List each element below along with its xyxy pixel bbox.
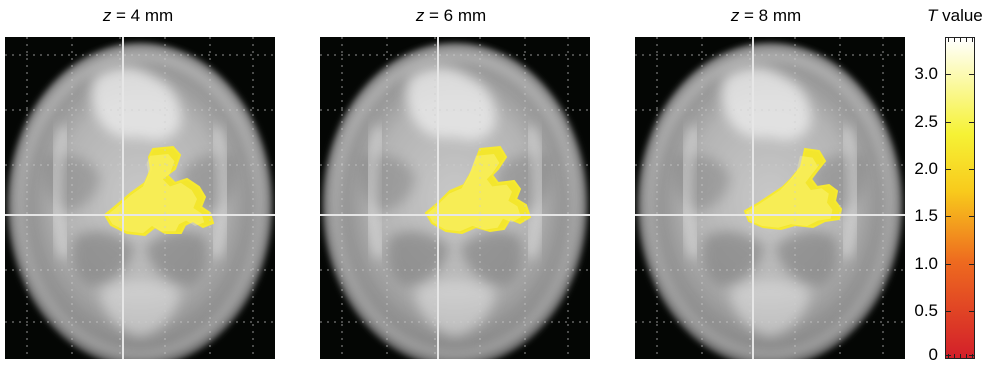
colorbar-tick-label: 1.5 (914, 206, 938, 225)
panel-title-3: z = 8 mm (711, 6, 821, 26)
panel-title-2-label: = 6 mm (424, 6, 487, 25)
colorbar-minor-tick (954, 354, 955, 359)
brain-slice-2 (320, 37, 590, 359)
colorbar-tick-left (945, 169, 951, 170)
brain-slice-image (635, 37, 905, 359)
colorbar-minor-tick (972, 354, 973, 359)
colorbar-tick-right (969, 74, 975, 75)
colorbar-minor-tick (966, 37, 967, 42)
brain-slice-image (5, 37, 275, 359)
colorbar-tick-left (945, 311, 951, 312)
brain-slice-1 (5, 37, 275, 359)
colorbar-tick-label: 1.0 (914, 254, 938, 273)
colorbar-minor-tick (954, 37, 955, 42)
colorbar-tick-label: 0.5 (914, 301, 938, 320)
colorbar-tick-label: 3.0 (914, 64, 938, 83)
colorbar-minor-tick (948, 354, 949, 359)
panel-title-2-variable: z (415, 6, 425, 25)
colorbar-minor-tick (972, 37, 973, 42)
colorbar-minor-tick (948, 37, 949, 42)
colorbar-variable: T (927, 6, 938, 25)
panel-title-3-label: = 8 mm (739, 6, 802, 25)
panel-title-2: z = 6 mm (396, 6, 506, 26)
colorbar-tick-right (969, 311, 975, 312)
colorbar-tick-left (945, 74, 951, 75)
colorbar-tick-left (945, 216, 951, 217)
brain-slice-3 (635, 37, 905, 359)
colorbar-tick-left (945, 122, 951, 123)
colorbar-minor-tick (966, 354, 967, 359)
colorbar-title: T value (927, 6, 983, 26)
colorbar-tick-right (969, 122, 975, 123)
panel-title-1-label: = 4 mm (111, 6, 174, 25)
brain-slice-image (320, 37, 590, 359)
panel-title-1-variable: z (102, 6, 112, 25)
colorbar-tick-left (945, 264, 951, 265)
colorbar-tick-right (969, 169, 975, 170)
colorbar-label: value (937, 6, 983, 25)
colorbar-tick-label: 2.5 (914, 112, 938, 131)
colorbar-tick-right (969, 264, 975, 265)
colorbar-minor-tick (960, 354, 961, 359)
colorbar-tick-right (969, 216, 975, 217)
colorbar-tick-label: 0 (928, 345, 938, 364)
colorbar-tick-label: 2.0 (914, 159, 938, 178)
panel-title-3-variable: z (730, 6, 740, 25)
colorbar (945, 37, 975, 359)
colorbar-minor-tick (960, 37, 961, 42)
panel-title-1: z = 4 mm (83, 6, 193, 26)
